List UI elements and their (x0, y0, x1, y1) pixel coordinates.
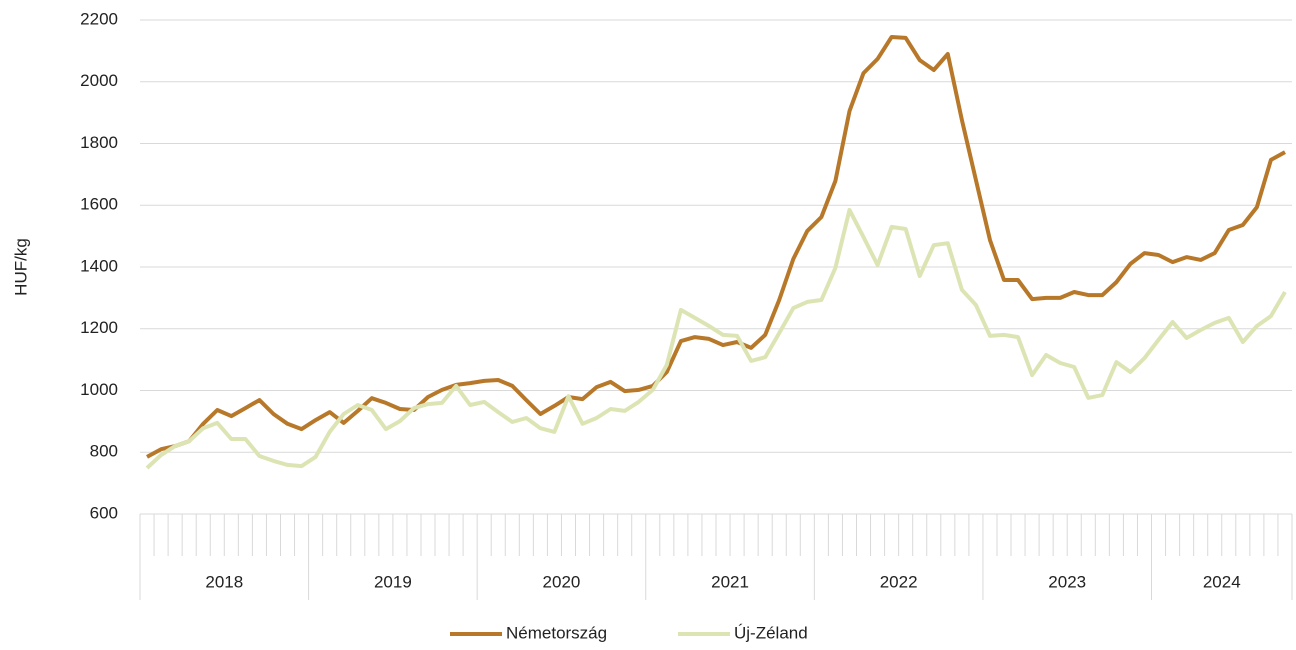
y-tick-label: 800 (90, 442, 118, 461)
year-label: 2022 (880, 572, 918, 591)
y-axis-label: HUF/kg (11, 238, 30, 296)
y-tick-label: 1000 (80, 380, 118, 399)
y-tick-label: 1200 (80, 318, 118, 337)
year-label: 2021 (711, 572, 749, 591)
y-tick-label: 600 (90, 503, 118, 522)
year-label: 2023 (1048, 572, 1086, 591)
line-series (146, 35, 1286, 459)
y-tick-label: 1800 (80, 133, 118, 152)
year-label: 2018 (205, 572, 243, 591)
y-tick-label: 1400 (80, 256, 118, 275)
y-tick-label: 2200 (80, 9, 118, 28)
year-label: 2019 (374, 572, 412, 591)
year-label: 2020 (543, 572, 581, 591)
line-series (145, 207, 1287, 470)
legend-label: Németország (506, 623, 607, 642)
y-tick-label: 2000 (80, 71, 118, 90)
y-tick-label: 1600 (80, 195, 118, 214)
legend-label: Új-Zéland (734, 623, 808, 642)
year-label: 2024 (1203, 572, 1241, 591)
